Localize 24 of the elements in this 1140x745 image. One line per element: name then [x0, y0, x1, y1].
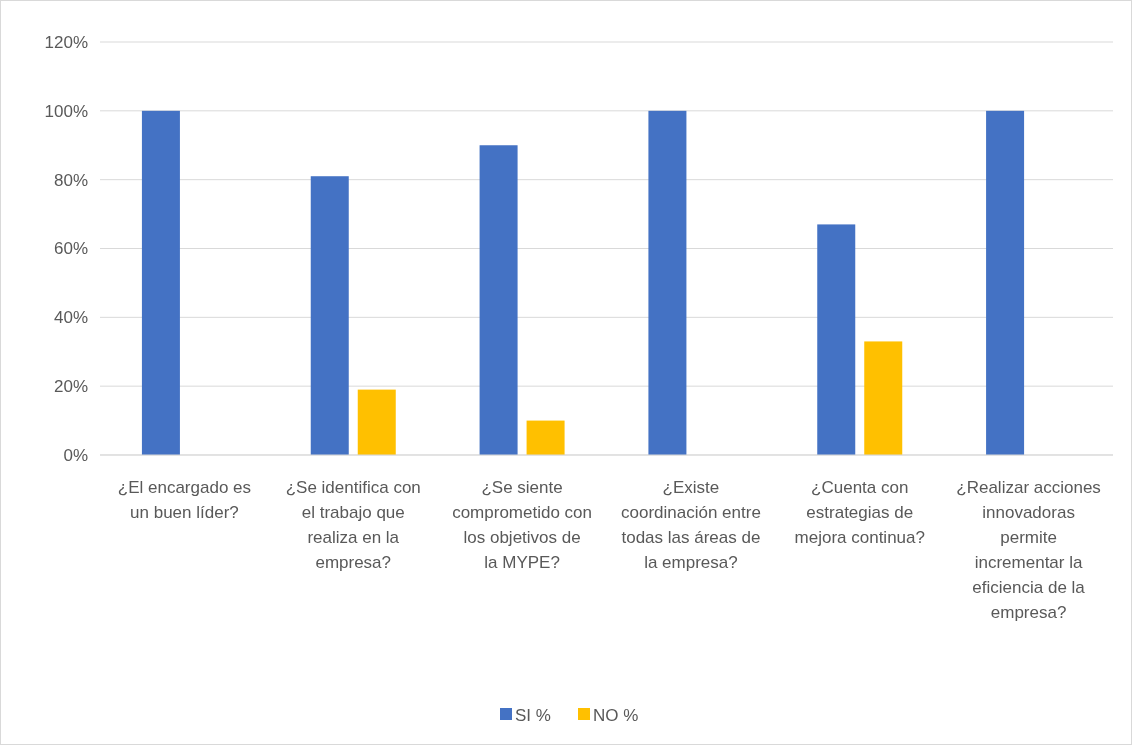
y-tick-label: 60% — [53, 239, 88, 259]
y-tick-label: 100% — [44, 101, 88, 121]
bar — [817, 224, 856, 455]
legend-label: SI % — [515, 705, 551, 725]
x-tick-label: ¿Se identifica con el trabajo que realiza en la empresa? — [285, 478, 421, 572]
y-tick-label: 20% — [53, 377, 88, 397]
bar — [479, 145, 518, 455]
x-tick-label: ¿Se siente comprometido con los objetivos de la MYPE? — [452, 478, 593, 572]
x-tick-label: ¿Existe coordinación entre todas las áreas de la empresa? — [620, 478, 761, 572]
x-tick-label: ¿El encargado es un buen líder? — [117, 478, 252, 522]
y-tick-label: 40% — [53, 308, 88, 328]
bar — [357, 389, 396, 455]
bar — [310, 176, 349, 455]
y-tick-label: 120% — [44, 32, 88, 52]
bar — [986, 110, 1025, 455]
bar — [526, 420, 565, 455]
bar — [141, 110, 180, 455]
x-tick-label: ¿Cuenta con estrategias de mejora continua? — [794, 478, 925, 547]
legend-label: NO % — [593, 705, 639, 725]
y-tick-label: 80% — [53, 170, 88, 190]
bar — [864, 341, 903, 455]
x-tick-label: ¿Realizar acciones innovadoras permite incrementar la eficiencia de la empresa? — [956, 478, 1101, 622]
y-tick-label: 0% — [63, 445, 88, 465]
bar — [648, 110, 687, 455]
